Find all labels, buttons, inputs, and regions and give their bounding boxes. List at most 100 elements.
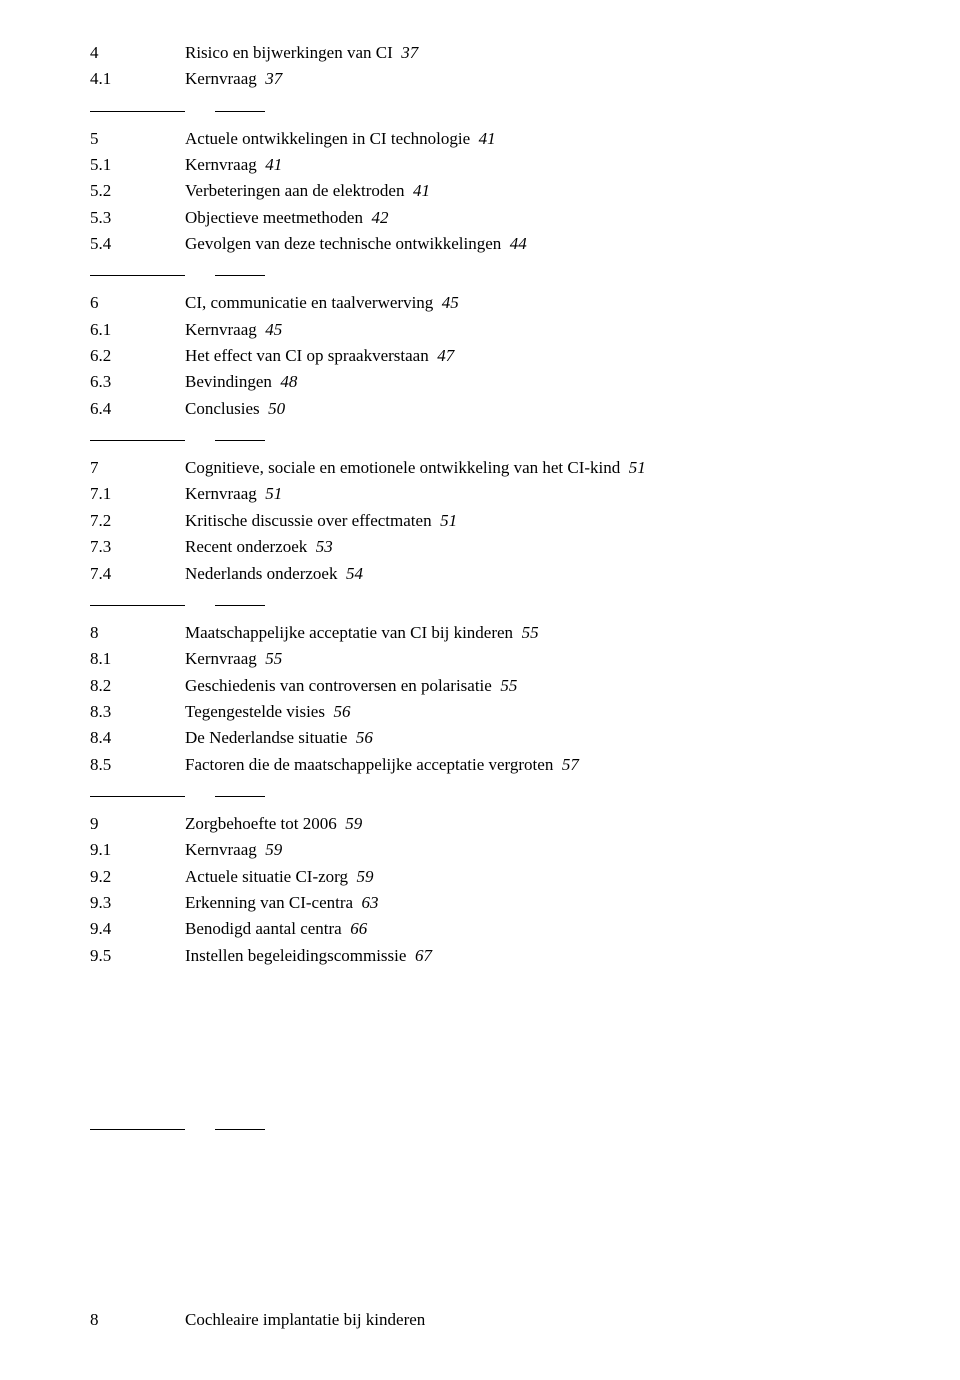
toc-entry-title: Het effect van CI op spraakverstaan 47	[185, 343, 870, 369]
toc-section: 6CI, communicatie en taalverwerving 456.…	[90, 290, 870, 422]
toc-row: 6CI, communicatie en taalverwerving 45	[90, 290, 870, 316]
toc-entry-number: 6.3	[90, 369, 185, 395]
toc-row: 7.4Nederlands onderzoek 54	[90, 561, 870, 587]
toc-entry-page: 55	[500, 676, 517, 695]
toc-row: 7.2Kritische discussie over effectmaten …	[90, 508, 870, 534]
toc-entry-page: 51	[440, 511, 457, 530]
toc-entry-number: 6	[90, 290, 185, 316]
toc-entry-title: Kernvraag 41	[185, 152, 870, 178]
toc-entry-title: Kritische discussie over effectmaten 51	[185, 508, 870, 534]
toc-entry-title: Verbeteringen aan de elektroden 41	[185, 178, 870, 204]
toc-section: 5Actuele ontwikkelingen in CI technologi…	[90, 126, 870, 258]
toc-row: 9.4Benodigd aantal centra 66	[90, 916, 870, 942]
toc-entry-title: Conclusies 50	[185, 396, 870, 422]
toc-entry-title: Recent onderzoek 53	[185, 534, 870, 560]
toc-row: 9.1Kernvraag 59	[90, 837, 870, 863]
toc-entry-number: 9.3	[90, 890, 185, 916]
toc-entry-title: Actuele ontwikkelingen in CI technologie…	[185, 126, 870, 152]
toc-entry-number: 5.3	[90, 205, 185, 231]
toc-entry-page: 59	[357, 867, 374, 886]
toc-entry-page: 37	[265, 69, 282, 88]
section-separator	[90, 796, 185, 797]
toc-entry-number: 5	[90, 126, 185, 152]
toc-entry-number: 8.5	[90, 752, 185, 778]
toc-row: 9.3Erkenning van CI-centra 63	[90, 890, 870, 916]
toc-row: 6.1Kernvraag 45	[90, 317, 870, 343]
toc-entry-page: 41	[479, 129, 496, 148]
toc-entry-page: 48	[280, 372, 297, 391]
footer-doc-title: Cochleaire implantatie bij kinderen	[185, 1310, 425, 1330]
toc-entry-title: Kernvraag 37	[185, 66, 870, 92]
toc-entry-number: 7.4	[90, 561, 185, 587]
toc-entry-number: 8.1	[90, 646, 185, 672]
toc-entry-title: Nederlands onderzoek 54	[185, 561, 870, 587]
toc-entry-page: 51	[265, 484, 282, 503]
toc-entry-title: Risico en bijwerkingen van CI 37	[185, 40, 870, 66]
toc-entry-page: 45	[265, 320, 282, 339]
toc-entry-number: 7.3	[90, 534, 185, 560]
toc-row: 7.3Recent onderzoek 53	[90, 534, 870, 560]
toc-entry-page: 51	[629, 458, 646, 477]
footer-page-number: 8	[90, 1310, 185, 1330]
toc-entry-title: Kernvraag 51	[185, 481, 870, 507]
toc-container: 4Risico en bijwerkingen van CI 374.1Kern…	[90, 40, 870, 969]
toc-section: 8Maatschappelijke acceptatie van CI bij …	[90, 620, 870, 778]
toc-entry-title: Tegengestelde visies 56	[185, 699, 870, 725]
toc-entry-title: Factoren die de maatschappelijke accepta…	[185, 752, 870, 778]
toc-row: 9Zorgbehoefte tot 2006 59	[90, 811, 870, 837]
toc-row: 6.4Conclusies 50	[90, 396, 870, 422]
toc-row: 5.1Kernvraag 41	[90, 152, 870, 178]
toc-entry-title: Erkenning van CI-centra 63	[185, 890, 870, 916]
toc-entry-page: 41	[265, 155, 282, 174]
toc-entry-title: Instellen begeleidingscommissie 67	[185, 943, 870, 969]
toc-section: 7Cognitieve, sociale en emotionele ontwi…	[90, 455, 870, 587]
toc-entry-page: 55	[265, 649, 282, 668]
toc-entry-page: 56	[356, 728, 373, 747]
toc-entry-page: 55	[522, 623, 539, 642]
toc-row: 8Maatschappelijke acceptatie van CI bij …	[90, 620, 870, 646]
toc-entry-page: 66	[350, 919, 367, 938]
toc-entry-page: 50	[268, 399, 285, 418]
toc-section: 4Risico en bijwerkingen van CI 374.1Kern…	[90, 40, 870, 93]
toc-row: 7Cognitieve, sociale en emotionele ontwi…	[90, 455, 870, 481]
toc-entry-page: 63	[362, 893, 379, 912]
toc-entry-number: 9.4	[90, 916, 185, 942]
toc-entry-page: 53	[316, 537, 333, 556]
toc-entry-number: 5.2	[90, 178, 185, 204]
toc-entry-title: Kernvraag 45	[185, 317, 870, 343]
toc-entry-number: 7.2	[90, 508, 185, 534]
toc-entry-number: 8.3	[90, 699, 185, 725]
toc-entry-number: 8.4	[90, 725, 185, 751]
toc-entry-title: Objectieve meetmethoden 42	[185, 205, 870, 231]
toc-entry-page: 47	[437, 346, 454, 365]
toc-entry-number: 5.4	[90, 231, 185, 257]
toc-entry-title: Gevolgen van deze technische ontwikkelin…	[185, 231, 870, 257]
toc-row: 5.3Objectieve meetmethoden 42	[90, 205, 870, 231]
toc-entry-title: De Nederlandse situatie 56	[185, 725, 870, 751]
toc-entry-number: 7.1	[90, 481, 185, 507]
toc-entry-number: 9.1	[90, 837, 185, 863]
toc-entry-title: Maatschappelijke acceptatie van CI bij k…	[185, 620, 870, 646]
toc-row: 8.2Geschiedenis van controversen en pola…	[90, 673, 870, 699]
toc-entry-page: 45	[442, 293, 459, 312]
toc-entry-number: 9.2	[90, 864, 185, 890]
toc-entry-number: 8	[90, 620, 185, 646]
toc-row: 6.2Het effect van CI op spraakverstaan 4…	[90, 343, 870, 369]
toc-entry-title: Kernvraag 55	[185, 646, 870, 672]
toc-row: 8.4De Nederlandse situatie 56	[90, 725, 870, 751]
toc-row: 4Risico en bijwerkingen van CI 37	[90, 40, 870, 66]
toc-entry-number: 9	[90, 811, 185, 837]
toc-entry-title: Cognitieve, sociale en emotionele ontwik…	[185, 455, 870, 481]
toc-row: 4.1Kernvraag 37	[90, 66, 870, 92]
toc-entry-number: 5.1	[90, 152, 185, 178]
toc-row: 9.5Instellen begeleidingscommissie 67	[90, 943, 870, 969]
toc-row: 8.5Factoren die de maatschappelijke acce…	[90, 752, 870, 778]
toc-entry-number: 6.4	[90, 396, 185, 422]
toc-entry-page: 41	[413, 181, 430, 200]
toc-entry-title: Geschiedenis van controversen en polaris…	[185, 673, 870, 699]
toc-entry-page: 42	[371, 208, 388, 227]
toc-entry-page: 59	[345, 814, 362, 833]
toc-entry-page: 67	[415, 946, 432, 965]
toc-entry-number: 8.2	[90, 673, 185, 699]
toc-row: 8.1Kernvraag 55	[90, 646, 870, 672]
